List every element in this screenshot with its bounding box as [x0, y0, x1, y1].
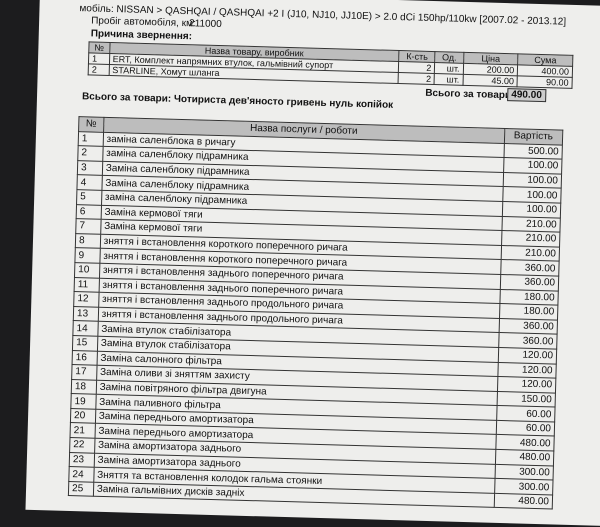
cell: 500.00: [503, 143, 563, 160]
cell: 2: [77, 145, 103, 162]
cell: 480.00: [495, 434, 555, 452]
cell: 120.00: [497, 361, 557, 379]
cell: 150.00: [496, 391, 556, 408]
cell: 10: [74, 262, 100, 278]
goods-total-label: Всього за товари:: [425, 87, 515, 102]
cell: 480.00: [493, 493, 553, 510]
mileage: 211000: [188, 18, 222, 31]
cell: 210.00: [501, 216, 561, 233]
cell: 360.00: [499, 274, 559, 291]
column-header: Вартість: [503, 128, 563, 145]
cell: 23: [69, 452, 95, 468]
cell: 3: [77, 160, 103, 176]
cell: 100.00: [502, 172, 562, 189]
column-header: №: [78, 116, 104, 132]
cell: 300.00: [494, 478, 554, 495]
page: {"header":{"vehicle":"мобіль: NISSAN > Q…: [25, 0, 600, 527]
cell: 180.00: [499, 288, 559, 306]
cell: 360.00: [498, 318, 558, 335]
cell: 5: [76, 189, 102, 205]
cell: 210.00: [500, 245, 560, 262]
cell: 14: [72, 320, 98, 337]
cell: 13: [73, 306, 99, 322]
cell: 210.00: [501, 230, 560, 247]
cell: 7: [75, 218, 101, 235]
cell: 4: [76, 174, 103, 191]
cell: 120.00: [497, 347, 557, 364]
cell: 15: [72, 335, 98, 351]
cell: 16: [72, 350, 98, 366]
cell: 6: [76, 204, 102, 220]
cell: шт.: [434, 73, 463, 86]
cell: 25: [68, 481, 94, 497]
cell: 180.00: [499, 303, 558, 320]
cell: 100.00: [502, 186, 562, 204]
cell: 22: [69, 437, 95, 453]
cell: 12: [73, 291, 99, 307]
cell: 1: [88, 52, 110, 65]
cell: 360.00: [500, 259, 560, 277]
reason-label: Причина звернення:: [90, 28, 193, 43]
cell: шт.: [434, 62, 464, 75]
cell: 120.00: [496, 376, 556, 393]
screen: мобіль: NISSAN > QASHQAI / QASHQAI +2 I …: [25, 0, 600, 527]
cell: 18: [71, 379, 97, 395]
cell: 11: [74, 277, 100, 293]
goods-total-words: Всього за товари: Чотириста дев'яносто г…: [81, 91, 394, 111]
cell: 100.00: [503, 157, 562, 174]
cell: 8: [75, 233, 101, 249]
services-table: № Назва послуги / роботи Вартість 1 заміна с…: [68, 116, 563, 510]
cell: 100.00: [501, 201, 561, 218]
invoice-paper: мобіль: NISSAN > QASHQAI / QASHQAI +2 I …: [25, 0, 600, 527]
goods-total: 490.00: [507, 88, 547, 103]
cell: 60.00: [495, 420, 555, 437]
cell: 21: [70, 422, 96, 439]
cell: 480.00: [494, 449, 554, 466]
cell: 90.00: [517, 75, 573, 89]
cell: 300.00: [494, 464, 554, 481]
cell: 2: [88, 63, 109, 76]
cell: 60.00: [496, 405, 556, 422]
cell: 17: [71, 364, 97, 380]
mileage-label: Пробіг автомобіля, км:: [91, 15, 196, 30]
column-header: №: [88, 41, 110, 54]
cell: 360.00: [498, 332, 558, 349]
cell: 45.00: [462, 74, 518, 87]
cell: 1: [78, 131, 104, 147]
cell: 19: [70, 393, 96, 410]
cell: 9: [74, 247, 101, 264]
cell: 2: [398, 72, 435, 85]
cell: 20: [70, 408, 96, 424]
goods-table: № Назва товару, виробник К-сть Од. Ціна Сума 1…: [88, 41, 574, 89]
column-header: Од.: [435, 51, 464, 64]
